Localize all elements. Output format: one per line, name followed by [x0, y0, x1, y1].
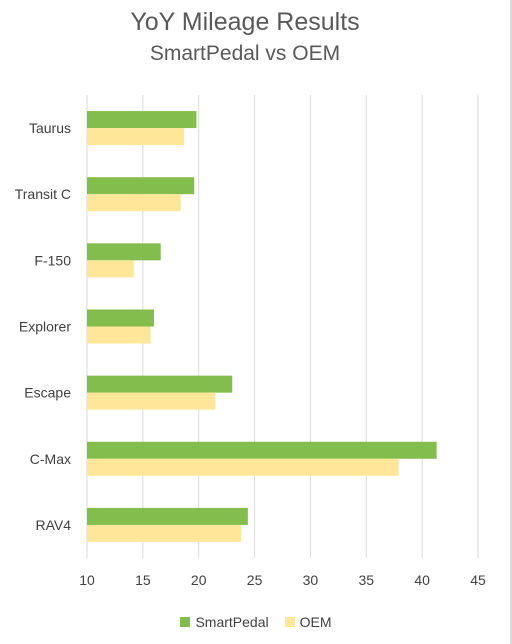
bar-oem: [87, 327, 151, 344]
x-tick-label: 35: [358, 572, 374, 588]
x-tick-label: 10: [79, 572, 95, 588]
x-tick-label: 45: [470, 572, 486, 588]
legend-swatch-smartpedal: [180, 617, 190, 627]
bar-smartpedal: [87, 177, 194, 194]
legend-swatch-oem: [285, 617, 295, 627]
legend-label-smartpedal: SmartPedal: [195, 614, 268, 630]
x-tick-label: 15: [135, 572, 151, 588]
legend-item-oem: OEM: [285, 614, 332, 630]
bar-smartpedal: [87, 508, 248, 525]
bar-smartpedal: [87, 376, 232, 393]
category-label: Taurus: [29, 120, 71, 136]
bar-oem: [87, 393, 215, 410]
x-tick-label: 25: [247, 572, 263, 588]
category-label: F-150: [34, 252, 71, 268]
legend-item-smartpedal: SmartPedal: [180, 614, 268, 630]
bar-oem: [87, 128, 184, 145]
legend: SmartPedal OEM: [0, 614, 512, 630]
legend-label-oem: OEM: [300, 614, 332, 630]
x-tick-label: 20: [191, 572, 207, 588]
bar-oem: [87, 260, 134, 277]
category-label: C-Max: [30, 451, 71, 467]
category-label: Transit C: [15, 186, 71, 202]
bar-smartpedal: [87, 243, 161, 260]
bar-oem: [87, 194, 181, 211]
bar-smartpedal: [87, 310, 154, 327]
category-label: Escape: [24, 385, 71, 401]
bar-oem: [87, 525, 241, 542]
bar-smartpedal: [87, 111, 196, 128]
x-tick-label: 40: [414, 572, 430, 588]
category-label: Explorer: [19, 319, 71, 335]
bar-smartpedal: [87, 442, 437, 459]
x-tick-label: 30: [303, 572, 319, 588]
bar-oem: [87, 459, 399, 476]
category-label: RAV4: [35, 517, 71, 533]
